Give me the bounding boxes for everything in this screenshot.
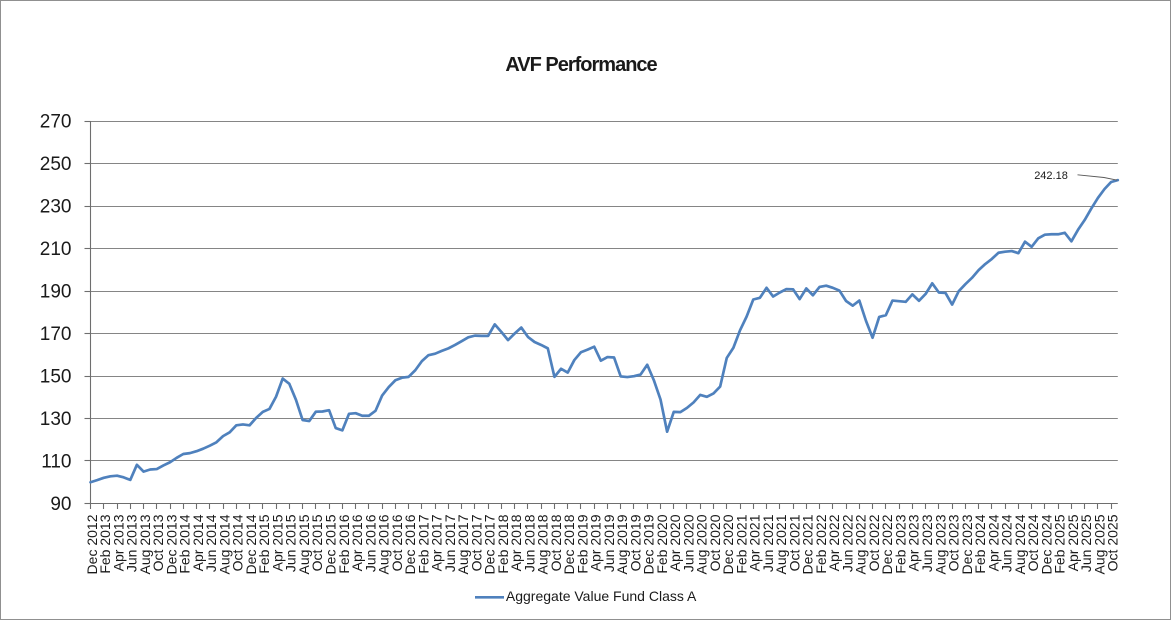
svg-text:Jun 2016: Jun 2016 [362, 514, 378, 572]
svg-text:Dec 2018: Dec 2018 [561, 514, 577, 574]
svg-text:Dec 2021: Dec 2021 [800, 514, 816, 574]
svg-text:Apr 2023: Apr 2023 [906, 514, 922, 571]
svg-text:Oct 2018: Oct 2018 [548, 514, 564, 571]
svg-text:Oct 2017: Oct 2017 [468, 514, 484, 571]
svg-text:Aug 2025: Aug 2025 [1091, 514, 1107, 574]
svg-text:Aug 2018: Aug 2018 [535, 514, 551, 574]
svg-text:Jun 2025: Jun 2025 [1078, 514, 1094, 572]
svg-text:Aug 2024: Aug 2024 [1012, 514, 1028, 574]
svg-text:Aug 2013: Aug 2013 [137, 514, 153, 574]
svg-text:Feb 2024: Feb 2024 [972, 514, 988, 573]
svg-text:Apr 2020: Apr 2020 [667, 514, 683, 571]
svg-text:Aug 2022: Aug 2022 [853, 514, 869, 574]
svg-text:Jun 2014: Jun 2014 [203, 514, 219, 572]
svg-text:Jun 2020: Jun 2020 [680, 514, 696, 572]
svg-text:Oct 2020: Oct 2020 [707, 514, 723, 571]
svg-text:Aug 2015: Aug 2015 [296, 514, 312, 574]
svg-text:Oct 2024: Oct 2024 [1025, 514, 1041, 571]
svg-text:Apr 2019: Apr 2019 [588, 514, 604, 571]
svg-text:Feb 2022: Feb 2022 [813, 514, 829, 573]
svg-text:Dec 2014: Dec 2014 [243, 514, 259, 574]
svg-text:Feb 2018: Feb 2018 [495, 514, 511, 573]
svg-text:Dec 2016: Dec 2016 [402, 514, 418, 574]
svg-text:Oct 2022: Oct 2022 [866, 514, 882, 571]
svg-text:Feb 2015: Feb 2015 [256, 514, 272, 573]
svg-text:Dec 2019: Dec 2019 [641, 514, 657, 574]
svg-text:Jun 2019: Jun 2019 [601, 514, 617, 572]
svg-text:Apr 2022: Apr 2022 [826, 514, 842, 571]
svg-text:Oct 2019: Oct 2019 [627, 514, 643, 571]
svg-text:Apr 2021: Apr 2021 [747, 514, 763, 571]
svg-text:210: 210 [40, 239, 72, 260]
svg-text:130: 130 [40, 409, 72, 430]
svg-text:Dec 2022: Dec 2022 [879, 514, 895, 574]
svg-text:Feb 2021: Feb 2021 [733, 514, 749, 573]
svg-text:Apr 2016: Apr 2016 [349, 514, 365, 571]
svg-text:242.18: 242.18 [1034, 170, 1068, 182]
svg-text:Apr 2025: Apr 2025 [1065, 514, 1081, 571]
svg-text:Dec 2015: Dec 2015 [323, 514, 339, 574]
svg-text:Jun 2018: Jun 2018 [521, 514, 537, 572]
svg-text:170: 170 [40, 324, 72, 345]
svg-text:Dec 2024: Dec 2024 [1038, 514, 1054, 574]
svg-text:Feb 2013: Feb 2013 [97, 514, 113, 573]
svg-text:Apr 2013: Apr 2013 [110, 514, 126, 571]
svg-text:Dec 2012: Dec 2012 [84, 514, 100, 574]
svg-text:Oct 2021: Oct 2021 [786, 514, 802, 571]
svg-text:Jun 2024: Jun 2024 [999, 514, 1015, 572]
svg-text:Aug 2017: Aug 2017 [455, 514, 471, 574]
svg-text:Aug 2014: Aug 2014 [216, 514, 232, 574]
svg-text:Apr 2015: Apr 2015 [269, 514, 285, 571]
svg-text:Oct 2023: Oct 2023 [946, 514, 962, 571]
svg-text:Oct 2013: Oct 2013 [150, 514, 166, 571]
svg-text:Jun 2021: Jun 2021 [760, 514, 776, 572]
svg-text:Apr 2018: Apr 2018 [508, 514, 524, 571]
svg-text:Oct 2016: Oct 2016 [389, 514, 405, 571]
svg-text:Dec 2023: Dec 2023 [959, 514, 975, 574]
svg-text:Jun 2015: Jun 2015 [283, 514, 299, 572]
svg-text:Feb 2020: Feb 2020 [654, 514, 670, 573]
svg-text:Oct 2025: Oct 2025 [1105, 514, 1121, 571]
svg-text:Aug 2021: Aug 2021 [773, 514, 789, 574]
svg-text:Feb 2016: Feb 2016 [336, 514, 352, 573]
svg-text:110: 110 [41, 452, 71, 473]
svg-text:Jun 2017: Jun 2017 [442, 514, 458, 572]
svg-text:Aggregate Value Fund Class A: Aggregate Value Fund Class A [506, 588, 697, 604]
svg-text:Feb 2017: Feb 2017 [415, 514, 431, 573]
svg-text:Feb 2014: Feb 2014 [177, 514, 193, 573]
svg-text:Jun 2023: Jun 2023 [919, 514, 935, 572]
svg-text:Aug 2020: Aug 2020 [694, 514, 710, 574]
svg-text:Jun 2013: Jun 2013 [124, 514, 140, 572]
svg-text:Feb 2023: Feb 2023 [892, 514, 908, 573]
svg-text:150: 150 [40, 367, 72, 388]
svg-text:90: 90 [50, 494, 71, 515]
svg-text:Dec 2013: Dec 2013 [163, 514, 179, 574]
svg-text:Apr 2014: Apr 2014 [190, 514, 206, 571]
svg-text:Feb 2019: Feb 2019 [574, 514, 590, 573]
svg-text:AVF Performance: AVF Performance [505, 54, 657, 76]
svg-text:Oct 2014: Oct 2014 [230, 514, 246, 571]
svg-text:Aug 2016: Aug 2016 [376, 514, 392, 574]
svg-text:Dec 2020: Dec 2020 [720, 514, 736, 574]
svg-text:Apr 2017: Apr 2017 [429, 514, 445, 571]
svg-text:Apr 2024: Apr 2024 [985, 514, 1001, 571]
svg-text:Aug 2023: Aug 2023 [932, 514, 948, 574]
svg-text:Jun 2022: Jun 2022 [839, 514, 855, 572]
svg-text:Feb 2025: Feb 2025 [1052, 514, 1068, 573]
svg-text:230: 230 [40, 197, 72, 218]
svg-text:Dec 2017: Dec 2017 [482, 514, 498, 574]
svg-text:Oct 2015: Oct 2015 [309, 514, 325, 571]
svg-text:250: 250 [40, 154, 72, 175]
svg-text:270: 270 [40, 112, 72, 133]
svg-text:190: 190 [40, 282, 72, 303]
svg-text:Aug 2019: Aug 2019 [614, 514, 630, 574]
